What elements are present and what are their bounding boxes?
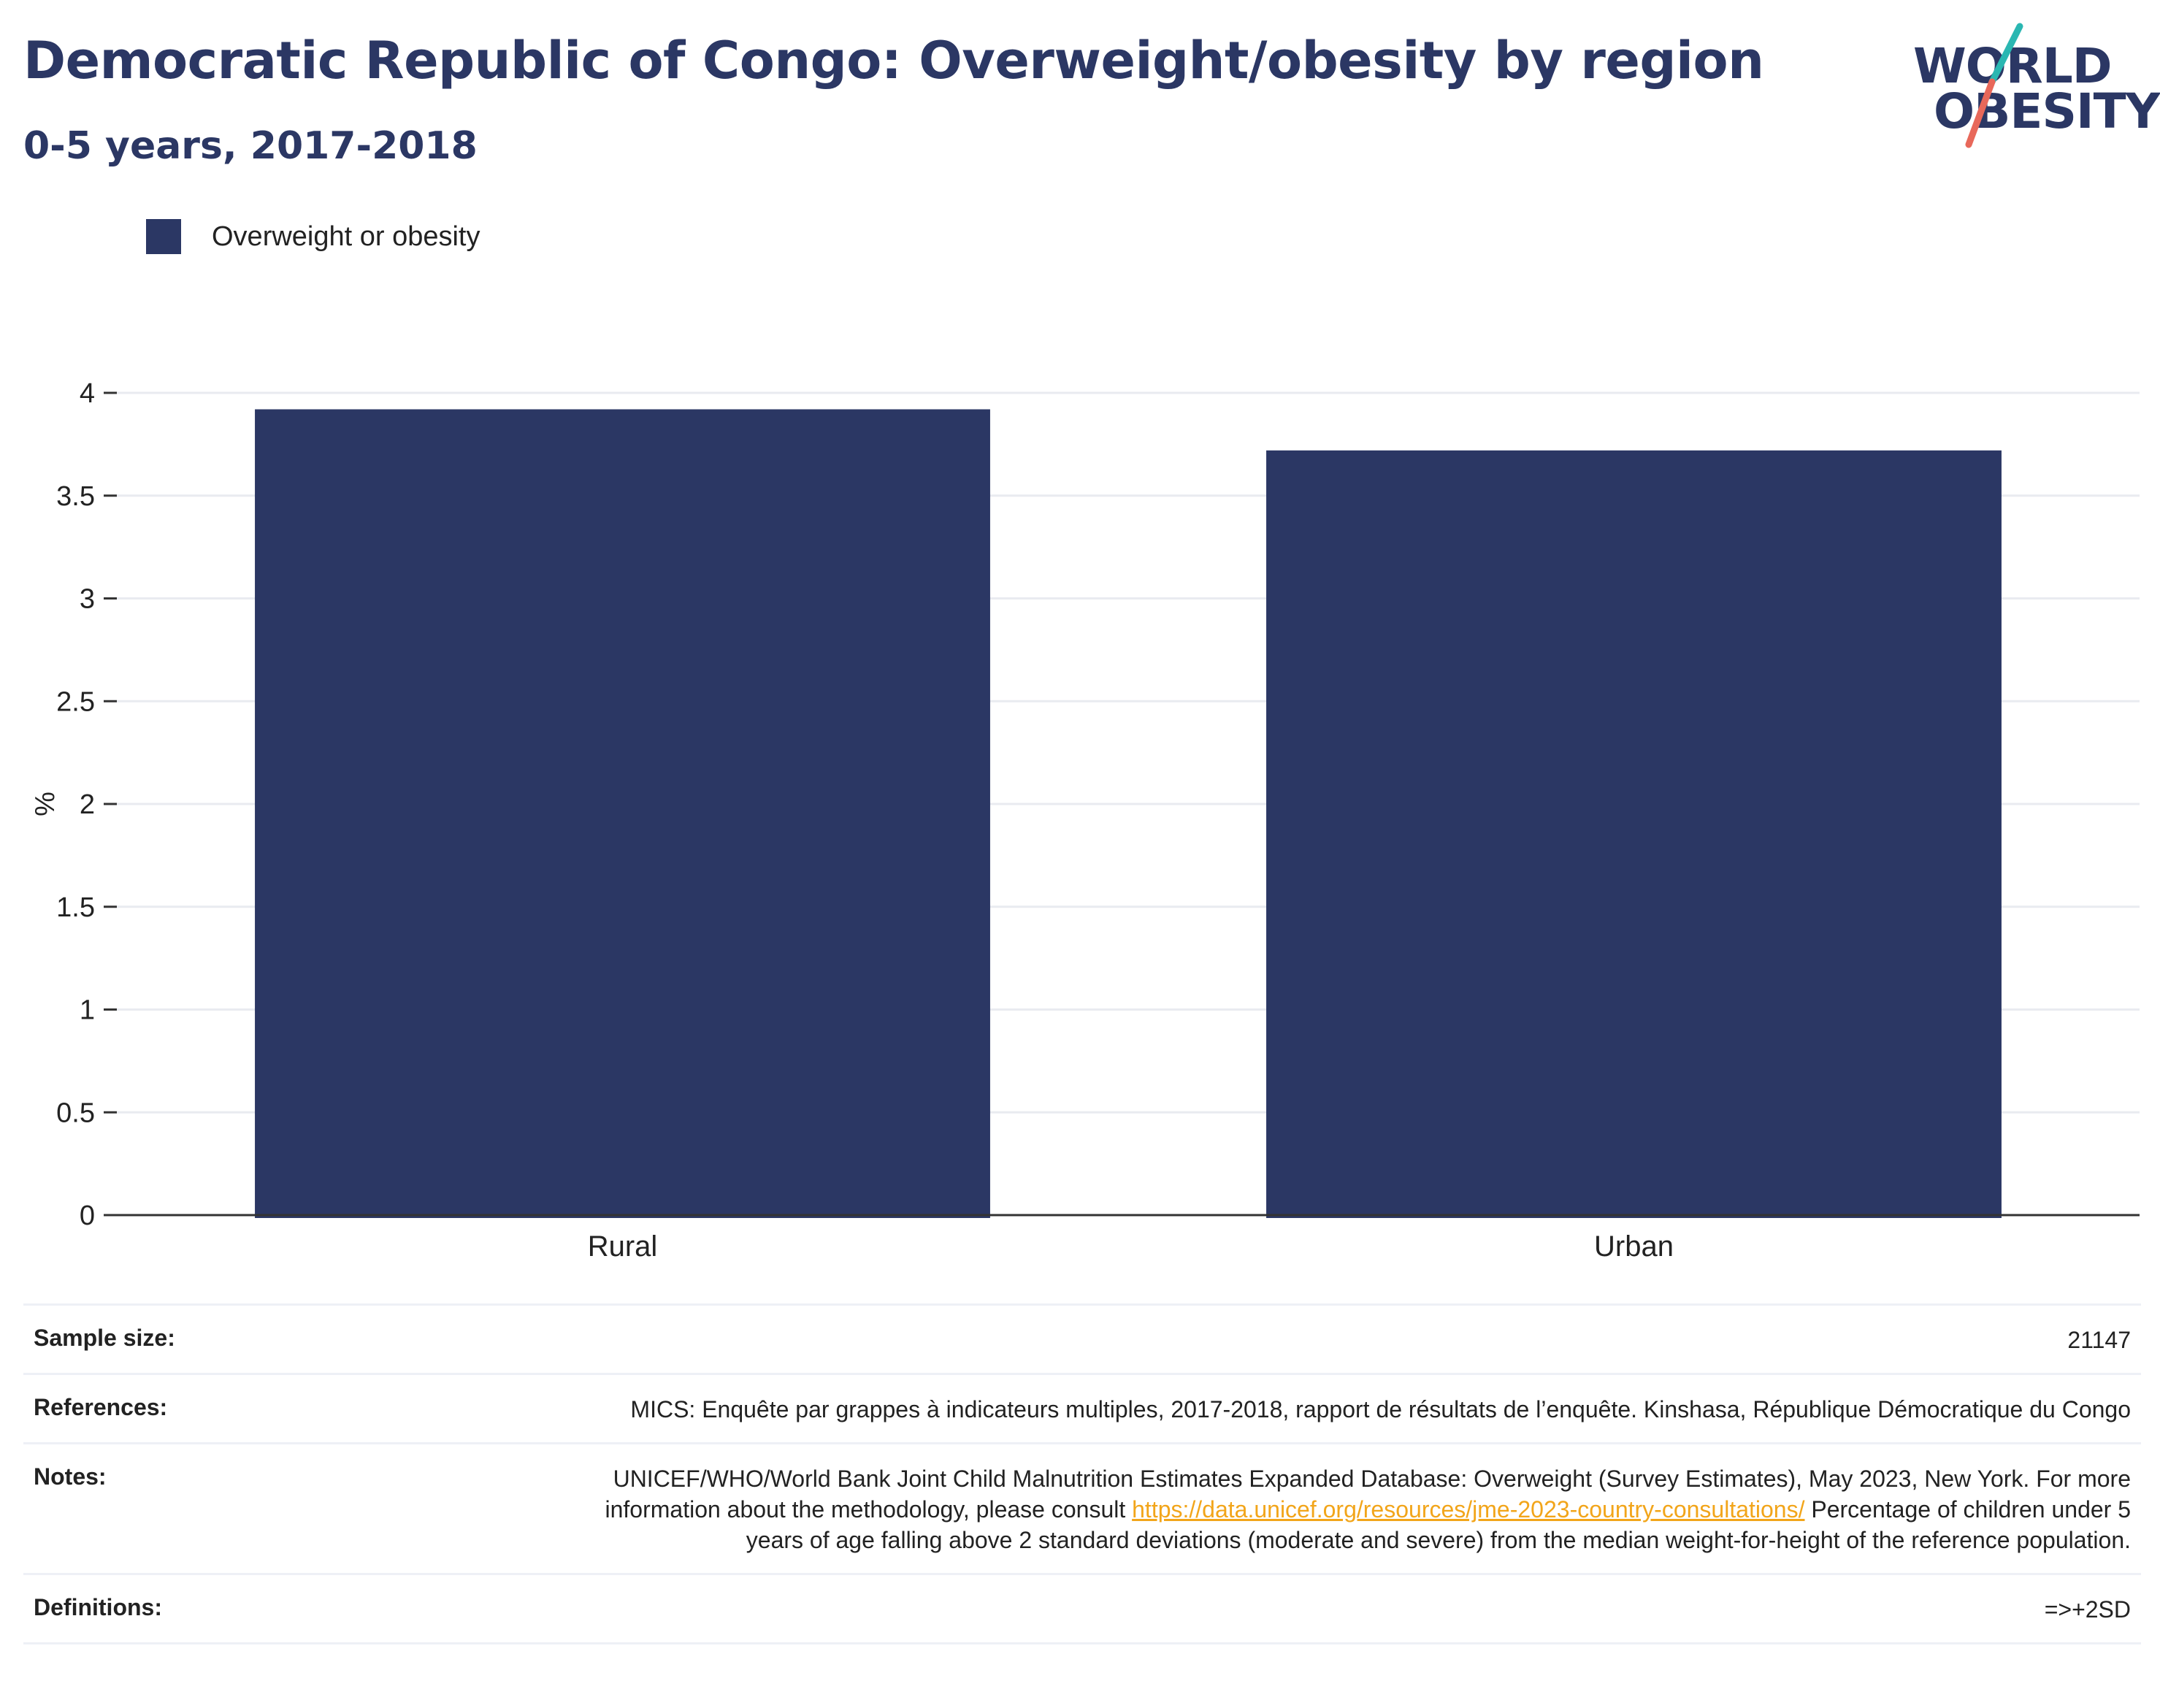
notes-label: Notes:: [34, 1463, 107, 1490]
x-axis-labels: Rural Urban: [588, 1230, 1674, 1263]
notes-link[interactable]: https://data.unicef.org/resources/jme-20…: [1132, 1496, 1805, 1523]
y-tick-label: 1.5: [56, 892, 95, 923]
bar-rural: [255, 409, 990, 1218]
definitions-row: Definitions: =>+2SD: [23, 1573, 2141, 1644]
references-label: References:: [34, 1394, 168, 1420]
y-tick-label: 4: [80, 378, 95, 409]
notes-text-1: UNICEF/WHO/World Bank Joint Child Malnut…: [605, 1466, 2131, 1523]
y-tick-label: 2.5: [56, 686, 95, 717]
legend-label: Overweight or obesity: [212, 221, 480, 252]
logo-line-1: WORLD: [1913, 38, 2113, 94]
definitions-value: =>+2SD: [2044, 1596, 2131, 1623]
y-tick-label: 2: [80, 789, 95, 820]
notes-text-2: Percentage of children under 5 years of …: [746, 1496, 2131, 1553]
y-axis-label: %: [30, 792, 61, 816]
world-obesity-logo: WORLD OBESITY: [1899, 20, 2160, 156]
info-table: Sample size: 21147 References: MICS: Enq…: [23, 1303, 2141, 1644]
y-tick-label: 3.5: [56, 481, 95, 512]
y-tick-label: 3: [80, 584, 95, 615]
references-row: References: MICS: Enquête par grappes à …: [23, 1373, 2141, 1442]
bar-urban: [1266, 450, 2002, 1218]
logo-line-2: OBESITY: [1934, 83, 2160, 139]
legend-swatch: [146, 219, 181, 254]
notes-row: Notes: UNICEF/WHO/World Bank Joint Child…: [23, 1442, 2141, 1573]
bars: [255, 409, 2002, 1218]
y-tick-label: 1: [80, 995, 95, 1026]
chart-title: Democratic Republic of Congo: Overweight…: [23, 31, 1764, 91]
x-tick-label: Rural: [588, 1230, 658, 1263]
y-tick-label: 0.5: [56, 1098, 95, 1128]
y-axis-ticks: 0 0.5 1 1.5 2 2.5 3 3.5 4: [56, 378, 117, 1231]
sample-size-value: 21147: [2067, 1327, 2131, 1353]
sample-size-label: Sample size:: [34, 1325, 175, 1351]
references-value: MICS: Enquête par grappes à indicateurs …: [630, 1396, 2131, 1422]
y-tick-label: 0: [80, 1200, 95, 1231]
sample-size-row: Sample size: 21147: [23, 1303, 2141, 1373]
logo-slash-icon: [1965, 23, 2023, 148]
chart-legend: Overweight or obesity: [146, 218, 480, 256]
notes-value: UNICEF/WHO/World Bank Joint Child Malnut…: [597, 1463, 2131, 1555]
definitions-label: Definitions:: [34, 1594, 162, 1620]
bar-chart: 0 0.5 1 1.5 2 2.5 3 3.5 4 Rural Urban %: [30, 378, 2140, 1263]
chart-subtitle: 0-5 years, 2017-2018: [23, 124, 478, 168]
x-tick-label: Urban: [1594, 1230, 1674, 1263]
